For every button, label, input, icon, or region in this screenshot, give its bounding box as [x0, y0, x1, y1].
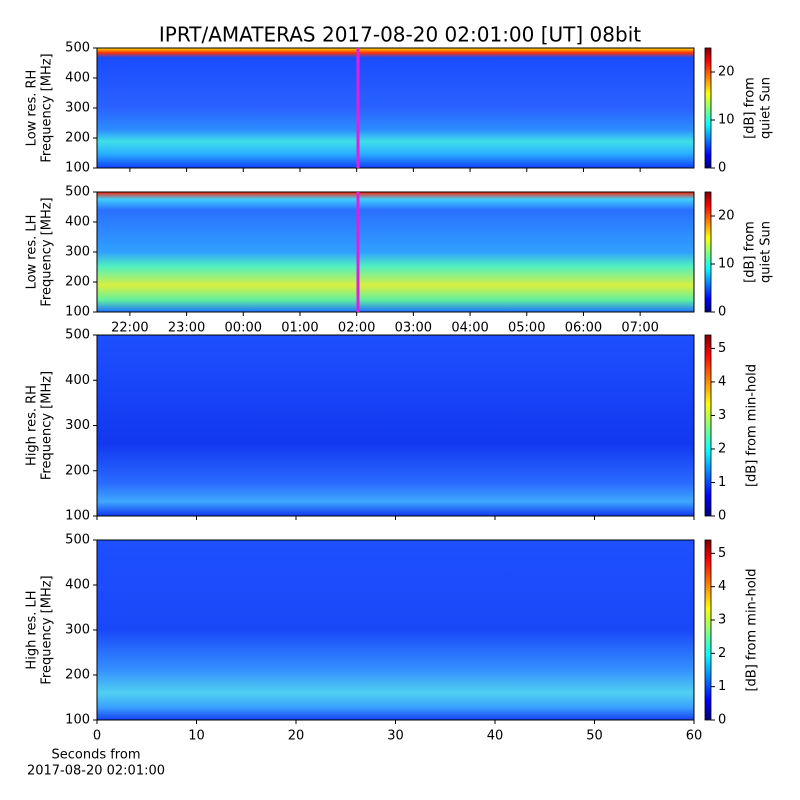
colorbar-tick-label: 4 — [718, 579, 726, 594]
colorbar-label: [dB] from — [743, 77, 758, 139]
figure-title: IPRT/AMATERAS 2017-08-20 02:01:00 [UT] 0… — [159, 23, 641, 47]
y-tick-label: 100 — [65, 509, 90, 524]
colorbar-tick-label: 3 — [718, 613, 726, 628]
spectrogram — [97, 192, 694, 312]
y-tick-label: 500 — [65, 328, 90, 343]
y-axis-label: Low res. LH — [25, 215, 40, 290]
colorbar-tick-label: 0 — [718, 509, 726, 524]
colorbar-label: quiet Sun — [759, 77, 774, 139]
x-tick-label: 05:00 — [508, 321, 545, 336]
y-tick-label: 500 — [65, 533, 90, 548]
colorbar-tick-label: 1 — [718, 679, 726, 694]
colorbar-tick-label: 2 — [718, 441, 726, 456]
x-tick-label: 40 — [487, 729, 504, 744]
spectrogram — [97, 540, 694, 720]
y-tick-label: 200 — [65, 275, 90, 290]
colorbar-label: [dB] from — [743, 221, 758, 283]
y-axis-label: Frequency [MHz] — [40, 197, 55, 306]
y-axis-label: Frequency [MHz] — [40, 371, 55, 480]
colorbar-tick-label: 20 — [718, 209, 735, 224]
colorbar-tick-label: 3 — [718, 408, 726, 423]
y-tick-label: 300 — [65, 623, 90, 638]
y-tick-label: 100 — [65, 713, 90, 728]
x-axis-label: 2017-08-20 02:01:00 — [27, 764, 165, 779]
colorbar-tick-label: 0 — [718, 713, 726, 728]
colorbar-tick-label: 10 — [718, 257, 735, 272]
y-tick-label: 400 — [65, 71, 90, 86]
y-tick-label: 200 — [65, 668, 90, 683]
colorbar-tick-label: 4 — [718, 374, 726, 389]
x-tick-label: 02:00 — [338, 321, 375, 336]
y-tick-label: 400 — [65, 373, 90, 388]
colorbar — [704, 334, 712, 517]
y-tick-label: 500 — [65, 185, 90, 200]
colorbar-label: quiet Sun — [759, 221, 774, 283]
y-tick-label: 300 — [65, 418, 90, 433]
x-tick-label: 04:00 — [451, 321, 488, 336]
colorbar-tick-label: 2 — [718, 646, 726, 661]
y-tick-label: 400 — [65, 578, 90, 593]
colorbar-tick-label: 0 — [718, 305, 726, 320]
colorbar — [704, 539, 712, 721]
y-tick-label: 300 — [65, 101, 90, 116]
x-tick-label: 23:00 — [168, 321, 205, 336]
colorbar — [704, 191, 712, 313]
x-tick-label: 20 — [288, 729, 305, 744]
colorbar-tick-label: 5 — [718, 341, 726, 356]
x-tick-label: 10 — [188, 729, 205, 744]
x-tick-label: 30 — [387, 729, 404, 744]
colorbar-tick-label: 10 — [718, 113, 735, 128]
x-tick-label: 0 — [93, 729, 101, 744]
y-axis-label: High res. RH — [25, 385, 40, 466]
x-tick-label: 06:00 — [565, 321, 602, 336]
x-axis-label: Seconds from — [51, 748, 140, 763]
x-tick-label: 03:00 — [395, 321, 432, 336]
colorbar-label: [dB] from min-hold — [745, 364, 760, 487]
colorbar — [704, 47, 712, 169]
x-tick-label: 60 — [686, 729, 703, 744]
x-tick-label: 07:00 — [621, 321, 658, 336]
spectrogram — [97, 48, 694, 168]
colorbar-label: [dB] from min-hold — [745, 568, 760, 691]
y-tick-label: 100 — [65, 305, 90, 320]
y-tick-label: 100 — [65, 161, 90, 176]
y-tick-label: 200 — [65, 463, 90, 478]
spectrogram — [97, 335, 694, 516]
x-tick-label: 01:00 — [281, 321, 318, 336]
y-axis-label: Frequency [MHz] — [40, 53, 55, 162]
colorbar-tick-label: 0 — [718, 161, 726, 176]
y-tick-label: 200 — [65, 131, 90, 146]
y-tick-label: 300 — [65, 245, 90, 260]
y-tick-label: 500 — [65, 41, 90, 56]
x-tick-label: 00:00 — [225, 321, 262, 336]
y-tick-label: 400 — [65, 215, 90, 230]
x-tick-label: 22:00 — [111, 321, 148, 336]
colorbar-tick-label: 1 — [718, 475, 726, 490]
x-tick-label: 50 — [586, 729, 603, 744]
y-axis-label: Frequency [MHz] — [40, 575, 55, 684]
y-axis-label: Low res. RH — [25, 70, 40, 147]
colorbar-tick-label: 20 — [718, 65, 735, 80]
colorbar-tick-label: 5 — [718, 546, 726, 561]
y-axis-label: High res. LH — [25, 590, 40, 669]
